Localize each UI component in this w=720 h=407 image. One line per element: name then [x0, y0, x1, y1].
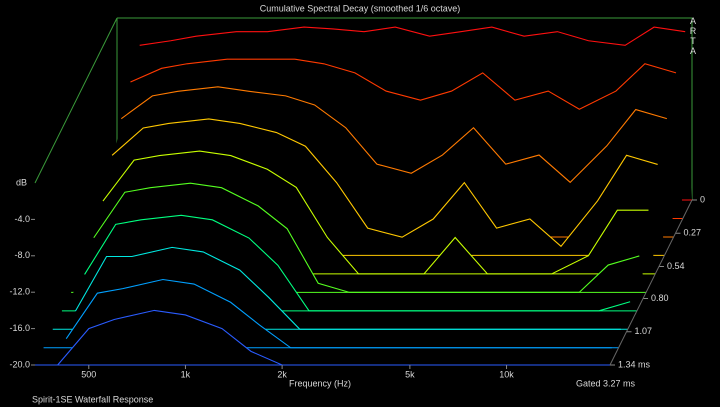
brand: ARTA: [689, 16, 697, 56]
decay-slice: [57, 309, 604, 366]
slices: [35, 26, 692, 366]
x-axis-label: Frequency (Hz): [289, 378, 351, 388]
x-tick-label: 1k: [181, 369, 191, 379]
chart-title: Cumulative Spectral Decay (smoothed 1/6 …: [260, 3, 461, 13]
decay-slice: [93, 182, 640, 293]
y-tick-label: -16.0: [9, 323, 30, 333]
z-tick-label: 0: [700, 194, 705, 204]
z-tick-label: 0.27: [683, 228, 701, 238]
z-tick-label: 0.54: [667, 261, 685, 271]
z-tick-label: 0.80: [651, 293, 669, 303]
decay-slice: [84, 214, 631, 312]
z-tick-label: 1.34 ms: [618, 359, 651, 369]
decay-slice: [102, 150, 649, 275]
back-frame: [34, 17, 693, 200]
z-tick-label: 1.07: [635, 326, 653, 336]
z-axis: [609, 199, 693, 366]
decay-slice: [111, 118, 658, 248]
y-axis-label: dB: [16, 177, 27, 187]
decay-slice: [74, 246, 621, 330]
y-tick-label: -8.0: [14, 250, 30, 260]
x-tick-label: 10k: [499, 369, 514, 379]
decay-slice: [120, 86, 667, 184]
decay-slice: [130, 58, 677, 110]
y-tick-label: -20.0: [9, 359, 30, 369]
y-tick-label: -4.0: [14, 214, 30, 224]
gate-note: Gated 3.27 ms: [576, 378, 636, 388]
caption: Spirit-1SE Waterfall Response: [32, 394, 153, 404]
decay-slice: [139, 26, 686, 46]
decay-slice: [65, 278, 612, 349]
y-tick-label: -12.0: [9, 287, 30, 297]
x-tick-label: 5k: [405, 369, 415, 379]
slice-mask: [35, 310, 610, 365]
x-tick-label: 500: [81, 369, 96, 379]
x-tick-label: 2k: [277, 369, 287, 379]
